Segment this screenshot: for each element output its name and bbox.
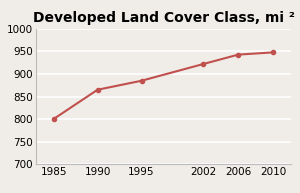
Title: Developed Land Cover Class, mi ²: Developed Land Cover Class, mi ² xyxy=(33,11,294,25)
